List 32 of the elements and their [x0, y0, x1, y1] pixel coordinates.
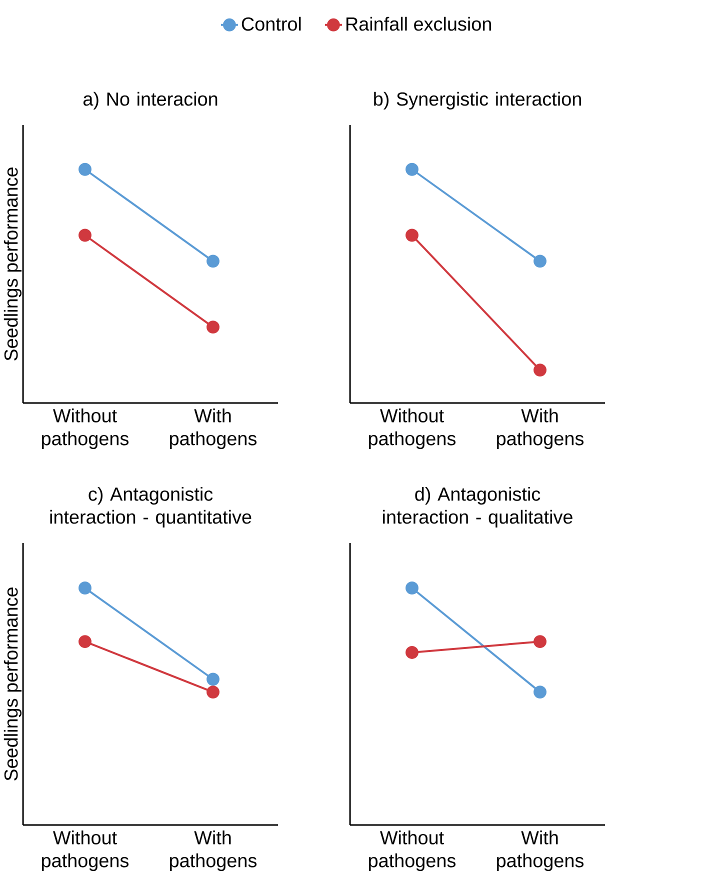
legend-label: Control [242, 16, 301, 31]
x-tick-label: Without pathogens [369, 408, 456, 450]
chart-title: d) Antagonistic interaction - qualitative [383, 486, 572, 528]
chart-title: c) Antagonistic interaction - quantitative [50, 486, 252, 528]
point [534, 686, 546, 699]
y-axis-title: Seedlings performance [4, 588, 22, 780]
point [406, 228, 418, 242]
x-tick-label: With pathogens [497, 408, 584, 450]
point [78, 635, 92, 648]
point [406, 162, 418, 176]
point [206, 686, 220, 699]
point [534, 364, 546, 377]
point [78, 582, 92, 594]
chart-title: a) No interacion [83, 92, 218, 110]
point [206, 254, 220, 268]
x-tick-label: With pathogens [497, 830, 584, 872]
point [406, 646, 418, 659]
x-tick-label: Without pathogens [42, 830, 129, 872]
point [78, 228, 92, 242]
point [406, 582, 418, 594]
x-tick-label: With pathogens [170, 408, 257, 450]
point [78, 162, 92, 176]
y-axis-title: Seedlings performance [4, 168, 22, 360]
point [206, 672, 220, 686]
x-tick-label: Without pathogens [369, 830, 456, 872]
point [534, 254, 546, 268]
x-tick-label: With pathogens [170, 830, 257, 872]
x-tick-label: Without pathogens [42, 408, 129, 450]
point [206, 320, 220, 334]
legend-label: Rainfall exclusion [346, 16, 491, 31]
point [534, 635, 546, 648]
chart-title: b) Synergistic interaction [374, 92, 581, 110]
